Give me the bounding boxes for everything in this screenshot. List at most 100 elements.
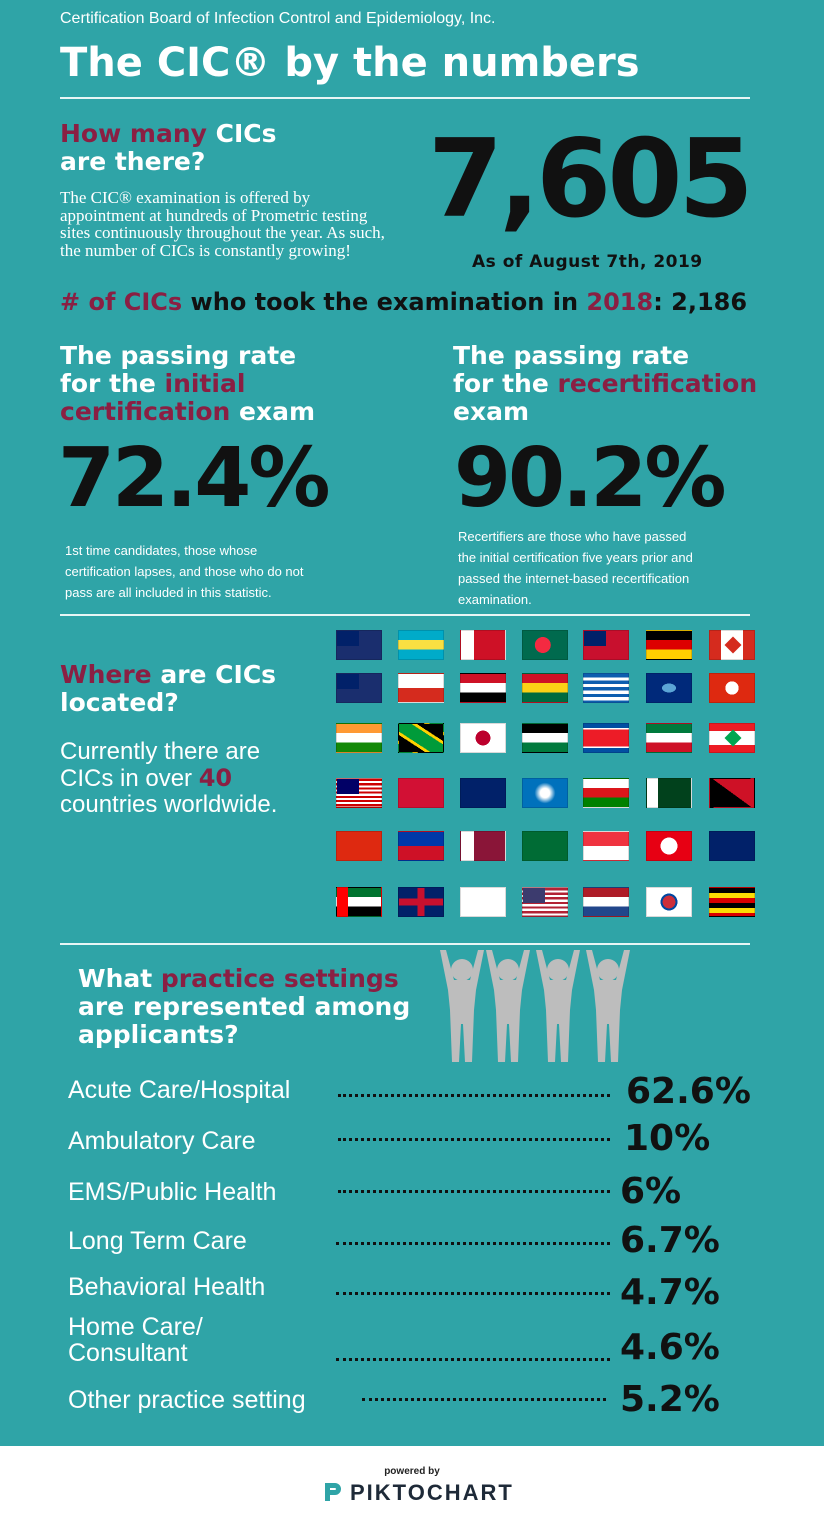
people-cheering-icon xyxy=(440,950,630,1062)
flag-canton xyxy=(337,674,359,690)
flag-kuwait-icon xyxy=(646,723,692,753)
flag-lebanon-icon xyxy=(709,723,755,753)
leader-dots xyxy=(338,1190,610,1193)
setting-value: 62.6% xyxy=(626,1071,751,1112)
flag-canada-icon xyxy=(709,630,755,660)
flag-jamaica-icon xyxy=(398,723,444,753)
leader-dots xyxy=(336,1292,610,1295)
setting-row: Long Term Care 6.7% xyxy=(68,1221,748,1261)
divider xyxy=(60,614,750,616)
cedar-icon xyxy=(724,729,742,747)
flag-canton xyxy=(584,631,606,647)
flag-tunisia-icon xyxy=(646,831,692,861)
flag-qatar-icon xyxy=(460,831,506,861)
flag-jordan-icon xyxy=(522,723,568,753)
flag-bermuda-icon xyxy=(583,630,629,660)
initial-rate-note: 1st time candidates, those whose certifi… xyxy=(65,543,304,600)
leader-dots xyxy=(336,1358,610,1361)
flag-india-icon xyxy=(336,723,382,753)
flag-turks-and-caicos-icon xyxy=(709,831,755,861)
piktochart-mark-icon xyxy=(325,1483,341,1501)
setting-row: EMS/Public Health 6% xyxy=(68,1172,748,1212)
flag-bahrain-icon xyxy=(460,630,506,660)
setting-value: 6.7% xyxy=(620,1220,720,1261)
recert-rate-note: Recertifiers are those who have passed t… xyxy=(458,529,693,607)
flag-singapore-icon xyxy=(583,831,629,861)
setting-label: Other practice setting xyxy=(68,1386,306,1414)
flag-oman-icon xyxy=(583,778,629,808)
organization-name: Certification Board of Infection Control… xyxy=(60,10,496,27)
flag-japan-icon xyxy=(460,723,506,753)
flag-saudi-arabia-icon xyxy=(522,831,568,861)
flag-malaysia-icon xyxy=(336,778,382,808)
setting-value: 4.7% xyxy=(620,1272,720,1313)
flag-papua-new-guinea-icon xyxy=(709,778,755,808)
initial-rate-value: 72.4% xyxy=(58,431,330,526)
flag-guam-icon xyxy=(646,673,692,703)
flag-us-virgin-islands-icon xyxy=(460,887,506,917)
initial-rate-heading: The passing rate for the initial certifi… xyxy=(60,341,316,426)
flag-maldives-icon xyxy=(398,778,444,808)
setting-label: Ambulatory Care xyxy=(68,1127,256,1155)
flag-germany-icon xyxy=(646,630,692,660)
flag-north-korea-icon xyxy=(583,723,629,753)
flag-canton xyxy=(461,779,483,795)
count-date: As of August 7th, 2019 xyxy=(472,252,703,272)
setting-value: 5.2% xyxy=(620,1379,720,1420)
exam-takers-2018: # of CICs who took the examination in 20… xyxy=(60,288,748,316)
flag-pakistan-icon xyxy=(646,778,692,808)
flag-canton xyxy=(337,631,359,647)
flag-united-kingdom-icon xyxy=(398,887,444,917)
setting-label: Home Care/ Consultant xyxy=(68,1313,203,1367)
recert-rate-heading: The passing rate for the recertification… xyxy=(453,341,758,426)
recert-rate-value: 90.2% xyxy=(454,431,726,526)
setting-value: 6% xyxy=(620,1171,682,1212)
flag-china-icon xyxy=(336,831,382,861)
practice-settings-question: What practice settings are represented a… xyxy=(78,964,411,1049)
flag-philippines-icon xyxy=(398,831,444,861)
divider xyxy=(60,943,750,945)
setting-row: Ambulatory Care 10% xyxy=(68,1119,748,1161)
flag-ghana-icon xyxy=(522,673,568,703)
leader-dots xyxy=(338,1094,610,1097)
flag-uae-icon xyxy=(336,887,382,917)
flag-greece-icon xyxy=(583,673,629,703)
leader-dots xyxy=(362,1398,606,1401)
setting-label: Acute Care/Hospital xyxy=(68,1076,291,1104)
setting-label: Long Term Care xyxy=(68,1227,247,1255)
location-question: Where are CICs located? xyxy=(60,660,277,717)
flag-canton xyxy=(337,779,359,795)
setting-row: Home Care/ Consultant 4.6% xyxy=(68,1314,748,1370)
flag-hong-kong-icon xyxy=(709,673,755,703)
flag-cayman-islands-icon xyxy=(336,673,382,703)
flag-cross xyxy=(399,888,443,916)
leader-dots xyxy=(336,1242,610,1245)
flag-australia-icon xyxy=(336,630,382,660)
setting-row: Behavioral Health 4.7% xyxy=(68,1271,748,1313)
piktochart-logo[interactable]: PIKTOCHART xyxy=(322,1480,514,1506)
count-description: The CIC® examination is offered by appoi… xyxy=(60,188,385,260)
location-description: Currently there are CICs in over 40 coun… xyxy=(60,738,278,818)
powered-by-label: powered by xyxy=(384,1466,440,1477)
flag-chile-icon xyxy=(398,673,444,703)
flag-canton xyxy=(523,888,545,904)
divider xyxy=(60,97,750,99)
setting-value: 4.6% xyxy=(620,1327,720,1368)
flag-uganda-icon xyxy=(709,887,755,917)
count-question: How many CICs are there? xyxy=(60,119,277,176)
flag-south-korea-icon xyxy=(646,887,692,917)
flag-bangladesh-icon xyxy=(522,630,568,660)
cic-count-number: 7,605 xyxy=(428,117,754,242)
page-title: The CIC® by the numbers xyxy=(60,40,640,86)
leader-dots xyxy=(338,1138,610,1141)
flag-new-zealand-icon xyxy=(460,778,506,808)
flag-canton xyxy=(710,832,732,848)
setting-value: 10% xyxy=(624,1118,711,1159)
flag-bahamas-icon xyxy=(398,630,444,660)
setting-row: Other practice setting 5.2% xyxy=(68,1380,748,1420)
maple-leaf-icon xyxy=(724,636,742,654)
setting-label: EMS/Public Health xyxy=(68,1178,277,1206)
setting-row: Acute Care/Hospital 62.6% xyxy=(68,1071,751,1112)
flag-united-states-icon xyxy=(522,887,568,917)
flag-egypt-icon xyxy=(460,673,506,703)
